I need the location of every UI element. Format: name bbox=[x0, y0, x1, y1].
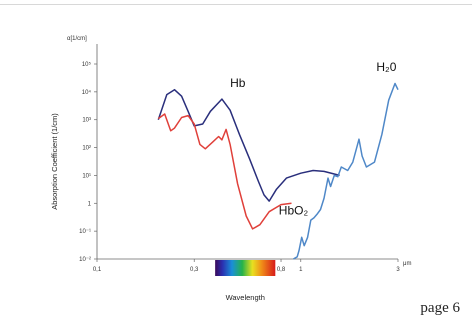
y-tick-label: 10³ bbox=[82, 118, 91, 124]
series-label-0: Hb bbox=[230, 76, 246, 90]
x-tick-label: 0,1 bbox=[93, 267, 102, 273]
y-tick-label: 10² bbox=[82, 146, 91, 152]
page-number: page 6 bbox=[420, 300, 460, 316]
x-tick-label: 3 bbox=[396, 267, 400, 273]
series-label-1: HbO₂ bbox=[279, 203, 309, 217]
y-tick-label: 10⁻² bbox=[79, 257, 91, 263]
y-axis-title: Absorption Coefficient (1/cm) bbox=[50, 113, 59, 210]
y-tick-label: 1 bbox=[88, 201, 92, 207]
top-rule bbox=[0, 4, 472, 5]
y-unit-label: α[1/cm] bbox=[67, 36, 87, 42]
series-line-2 bbox=[293, 82, 399, 260]
x-tick-label: 0,3 bbox=[190, 267, 199, 273]
series-label-2: H₂0 bbox=[376, 60, 396, 74]
series-line-0 bbox=[157, 88, 340, 202]
y-tick-label: 10¹ bbox=[82, 173, 91, 179]
y-tick-label: 10⁵ bbox=[82, 61, 92, 68]
series-line-1 bbox=[157, 113, 292, 230]
x-tick-label: 0,8 bbox=[277, 267, 286, 273]
x-tick-label: 1 bbox=[299, 267, 303, 273]
y-tick-label: 10⁴ bbox=[82, 89, 92, 96]
x-unit-label: μm bbox=[403, 261, 411, 267]
y-tick-label: 10⁻¹ bbox=[79, 229, 91, 235]
visible-spectrum-band bbox=[215, 260, 276, 276]
x-axis-title: Wavelength bbox=[226, 293, 265, 302]
